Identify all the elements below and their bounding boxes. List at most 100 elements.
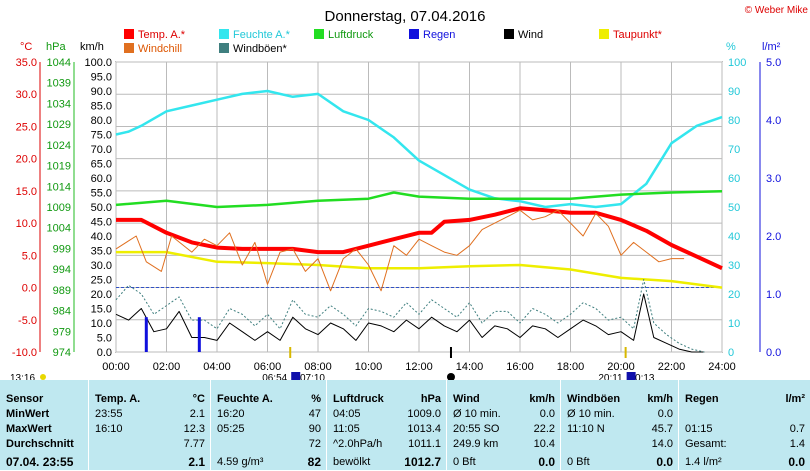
stats-cell: Ø 10 min. (453, 408, 501, 420)
pressure-tick-label: 979 (53, 326, 71, 338)
stats-cell: km/h (529, 393, 555, 405)
wind-tick-label: 100.0 (84, 57, 112, 69)
temp-tick-label: 30.0 (16, 89, 37, 101)
legend-swatch (504, 29, 514, 39)
timestamp-label: 13:16 (10, 373, 35, 380)
stats-cell: 10.4 (533, 438, 555, 450)
series-line-feuchtea (115, 89, 723, 209)
stats-cell: 11:05 (333, 423, 360, 435)
rain-tick-label: 3.0 (766, 173, 781, 185)
stats-cell: 20:55 SO (453, 423, 500, 435)
time-tick-label: 02:00 (153, 361, 181, 373)
time-tick-label: 00:00 (102, 361, 130, 373)
temp-tick-label: 0.0 (22, 283, 37, 295)
stats-cell: 07.04. 23:55 (6, 455, 74, 469)
time-tick-label: 16:00 (506, 361, 534, 373)
time-tick-label: 18:00 (557, 361, 585, 373)
wind-tick-label: 70.0 (91, 144, 112, 156)
stats-cell: 04:05 (333, 408, 361, 420)
time-tick-label: 04:00 (203, 361, 231, 373)
pressure-tick-label: 1014 (47, 181, 71, 193)
stats-cell: Feuchte A. (217, 393, 273, 405)
rain-bar (144, 317, 148, 352)
legend-swatch (314, 29, 324, 39)
stats-column: Windböen km/h Ø 10 min. 0.0 11:10 N 45.7 14.0 0… (560, 380, 679, 471)
stats-cell: Ø 10 min. (567, 408, 615, 420)
stats-cell: 0 Bft (567, 456, 590, 468)
legend-swatch (599, 29, 609, 39)
wind-tick-label: 15.0 (91, 304, 112, 316)
pressure-tick-label: 1009 (47, 202, 71, 214)
temp-tick-label: 20.0 (16, 154, 37, 166)
wind-tick-label: 55.0 (91, 188, 112, 200)
stats-cell: 0.0 (788, 455, 805, 469)
pressure-tick-label: 974 (53, 347, 71, 359)
rain-tick-label: 2.0 (766, 231, 781, 243)
stats-cell: 05:25 (217, 423, 245, 435)
time-tick-label: 22:00 (658, 361, 686, 373)
humidity-tick-label: 50 (728, 202, 740, 214)
rain-tick-label: 5.0 (766, 57, 781, 69)
humidity-tick-label: 100 (728, 57, 746, 69)
stats-cell: 72 (308, 438, 321, 450)
wind-tick-label: 35.0 (91, 246, 112, 258)
stats-cell: 2.1 (189, 408, 205, 420)
sunset-label: 20:11 (598, 373, 623, 380)
plot-area (115, 89, 723, 353)
stats-cell: 16:10 (95, 423, 123, 435)
sunrise-end-label: 07:10 (300, 373, 325, 380)
stats-column: Sensor MinWert MaxWert Durchschnitt 07.04. 2… (0, 380, 88, 471)
temp-tick-label: 10.0 (16, 218, 37, 230)
stats-cell: 16:20 (217, 408, 245, 420)
stats-cell: 0.0 (538, 455, 555, 469)
legend-label: Windchill (138, 43, 182, 55)
series-line-wind (115, 293, 705, 353)
wind-tick-label: 5.0 (97, 333, 112, 345)
temp-tick-label: 35.0 (16, 57, 37, 69)
wind-tick-label: 0.0 (97, 347, 112, 359)
humidity-tick-label: 30 (728, 260, 740, 272)
stats-cell: Durchschnitt (6, 438, 74, 450)
stats-cell: 1009.0 (407, 408, 441, 420)
humidity-tick-label: 70 (728, 144, 740, 156)
time-tick-label: 06:00 (254, 361, 282, 373)
humidity-tick-label: 0 (728, 347, 734, 359)
wind-tick-label: 30.0 (91, 260, 112, 272)
legend-swatch (124, 29, 134, 39)
stats-cell: 1011.1 (408, 438, 441, 450)
series-line-windben (115, 279, 705, 353)
legend-swatch (219, 43, 229, 53)
stats-cell: Temp. A. (95, 393, 141, 405)
time-tick-label: 24:00 (708, 361, 736, 373)
statistics-table: Sensor MinWert MaxWert Durchschnitt 07.04. 2… (0, 380, 810, 471)
series-line-tempa (116, 206, 723, 271)
sunset-end-label: 20:13 (629, 373, 654, 380)
stats-cell: 45.7 (651, 423, 673, 435)
wind-tick-label: 80.0 (91, 115, 112, 127)
legend-label: Wind (518, 29, 543, 41)
wind-tick-label: 10.0 (91, 318, 112, 330)
stats-cell: 47 (308, 408, 321, 420)
stats-cell: 14.0 (651, 438, 673, 450)
series-line-windchill (115, 209, 685, 292)
stats-cell: % (311, 393, 321, 405)
wind-tick-label: 50.0 (91, 202, 112, 214)
time-tick-label: 14:00 (456, 361, 484, 373)
pressure-tick-label: 989 (53, 285, 71, 297)
stats-cell: 0.0 (539, 408, 555, 420)
stats-cell: 4.59 g/m³ (217, 456, 264, 468)
pressure-unit: hPa (46, 41, 66, 53)
wind-tick-label: 65.0 (91, 159, 112, 171)
wind-tick-label: 25.0 (91, 275, 112, 287)
temp-tick-label: 25.0 (16, 121, 37, 133)
stats-column: Wind km/h Ø 10 min. 0.0 20:55 SO 22.2 249.9 km… (446, 380, 561, 471)
wind-tick-label: 85.0 (91, 101, 112, 113)
wind-unit: km/h (80, 41, 104, 53)
humidity-tick-label: 90 (728, 86, 740, 98)
chart-title: Donnerstag, 07.04.2016 (325, 8, 486, 25)
stats-cell: 12.3 (183, 423, 205, 435)
wind-tick-label: 20.0 (91, 289, 112, 301)
stats-cell: °C (192, 393, 205, 405)
pressure-tick-label: 1034 (47, 98, 71, 110)
stats-cell: MaxWert (6, 423, 52, 435)
